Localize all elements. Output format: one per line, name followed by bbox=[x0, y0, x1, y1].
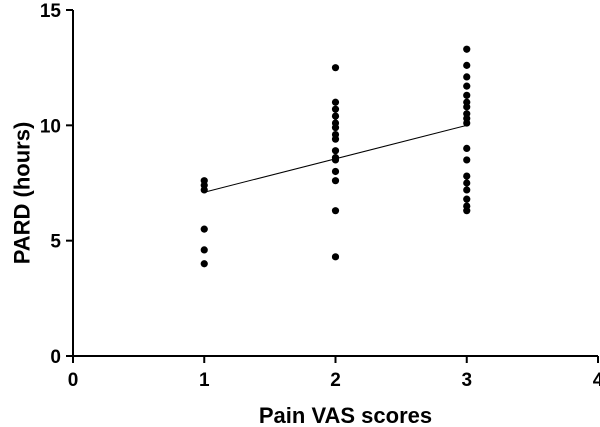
data-point bbox=[463, 61, 471, 69]
data-point bbox=[331, 207, 340, 215]
x-tick-label: 3 bbox=[461, 370, 472, 391]
x-tick-label: 2 bbox=[330, 370, 341, 391]
data-point bbox=[200, 225, 208, 233]
x-tick-label: 0 bbox=[68, 370, 79, 391]
data-point bbox=[463, 103, 471, 111]
x-axis-title: Pain VAS scores bbox=[259, 403, 432, 427]
data-point bbox=[331, 177, 340, 185]
data-point bbox=[463, 195, 471, 203]
x-tick-label: 4 bbox=[593, 370, 600, 391]
y-axis-title: PARD (hours) bbox=[10, 122, 35, 265]
y-tick-label: 15 bbox=[40, 1, 62, 22]
data-point bbox=[331, 112, 340, 120]
data-point bbox=[331, 135, 340, 143]
x-ticks: 0 1 2 3 4 bbox=[68, 356, 600, 391]
data-point bbox=[463, 91, 471, 99]
data-point bbox=[463, 73, 471, 81]
data-point bbox=[331, 105, 340, 113]
data-point bbox=[463, 172, 471, 180]
data-point bbox=[331, 156, 340, 164]
data-point bbox=[200, 186, 208, 194]
data-point bbox=[331, 167, 340, 176]
y-tick-label: 10 bbox=[40, 116, 61, 137]
y-tick-label: 0 bbox=[50, 347, 61, 368]
data-point bbox=[463, 186, 471, 194]
data-point bbox=[463, 156, 471, 164]
x-tick-label: 1 bbox=[199, 370, 210, 391]
data-point bbox=[463, 207, 471, 215]
data-point bbox=[463, 45, 471, 53]
data-point bbox=[463, 82, 471, 90]
data-point bbox=[331, 124, 340, 132]
data-point bbox=[463, 179, 471, 187]
data-point bbox=[200, 260, 208, 268]
data-points bbox=[200, 45, 471, 268]
y-tick-label: 5 bbox=[50, 232, 61, 253]
data-point bbox=[463, 119, 471, 127]
data-point bbox=[331, 253, 340, 261]
y-ticks: 0 5 10 15 bbox=[40, 1, 73, 368]
data-point bbox=[463, 144, 471, 152]
data-point bbox=[331, 147, 340, 155]
data-point bbox=[331, 64, 340, 72]
data-point bbox=[331, 98, 340, 106]
data-point bbox=[200, 246, 208, 254]
